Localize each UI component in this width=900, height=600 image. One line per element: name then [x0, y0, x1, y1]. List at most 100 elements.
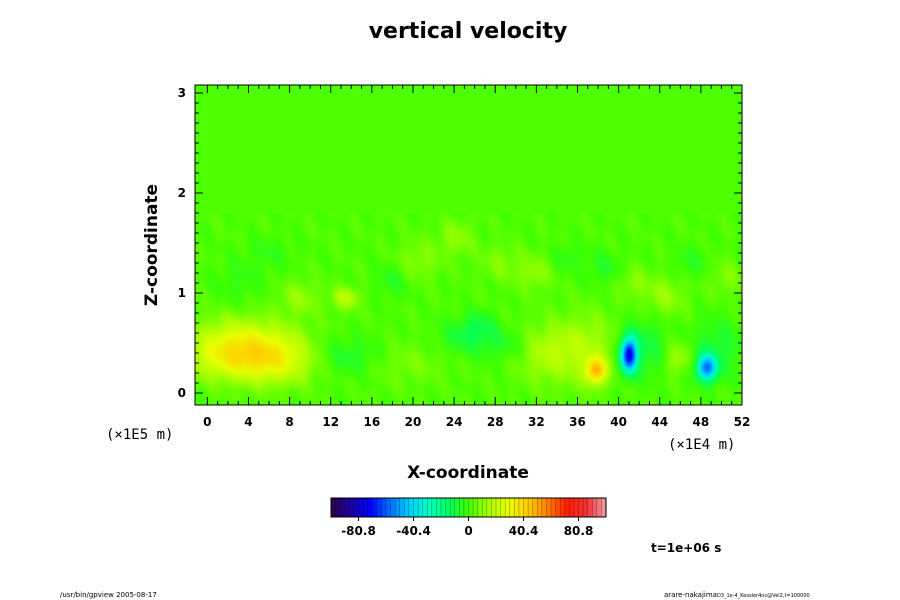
colorbar-cell	[404, 498, 410, 517]
colorbar-cell	[459, 498, 465, 517]
x-axis-ticks: 0 4 8 12 16 20 24 28 32 36 40 44 48 52	[203, 85, 750, 429]
colorbar-cell	[335, 498, 341, 517]
colorbar-tick-label: 80.8	[564, 524, 594, 538]
colorbar-cell	[441, 498, 447, 517]
colorbar-cell	[340, 498, 346, 517]
colorbar-cell	[482, 498, 488, 517]
colorbar-cell	[413, 498, 419, 517]
colorbar-cell	[372, 498, 378, 517]
colorbar-cell	[477, 498, 483, 517]
colorbar-cell	[349, 498, 355, 517]
colorbar-cell	[418, 498, 424, 517]
x-tick-label: 44	[651, 415, 668, 429]
colorbar-cell	[551, 498, 557, 517]
footer-right: arare-nakajimaD3_1e-4_Kessler4nc@Vel2,t=…	[664, 591, 810, 599]
time-annotation: t=1e+06 s	[651, 541, 721, 555]
x-tick-label: 40	[610, 415, 627, 429]
colorbar-tick-label: 40.4	[509, 524, 539, 538]
colorbar-cell	[331, 498, 337, 517]
colorbar-cell	[518, 498, 525, 517]
x-tick-label: 12	[322, 415, 339, 429]
y-tick-label: 1	[178, 286, 186, 300]
minor-ticks	[195, 85, 742, 405]
colorbar-cell	[505, 498, 511, 517]
chart-title: vertical velocity	[369, 19, 568, 44]
x-tick-label: 4	[244, 415, 252, 429]
x-tick-label: 24	[446, 415, 463, 429]
colorbar-cell	[546, 498, 552, 517]
colorbar-cell	[486, 498, 493, 517]
colorbar-cell	[468, 498, 474, 517]
x-axis-label: X-coordinate	[407, 463, 529, 483]
heatmap-area	[194, 84, 743, 406]
colorbar-cell	[523, 498, 529, 517]
y-tick-label: 2	[178, 186, 186, 200]
y-scale-label: (×1E5 m)	[106, 427, 173, 443]
colorbar-cell	[436, 498, 442, 517]
colorbar-cell	[587, 498, 593, 517]
colorbar-ticks: -80.8 -40.4 0 40.4 80.8	[341, 517, 593, 538]
colorbar-cell	[381, 498, 387, 517]
colorbar-cell	[395, 498, 401, 517]
colorbar-cell	[555, 498, 561, 517]
colorbar-cell	[569, 498, 575, 517]
colorbar-cell	[399, 498, 405, 517]
colorbar-cell	[454, 498, 460, 517]
colorbar-cell	[390, 498, 396, 517]
footer-right-main: arare-nakajima	[664, 591, 717, 599]
colorbar-cell	[422, 498, 428, 517]
colorbar-cell	[514, 498, 520, 517]
colorbar-cell	[601, 498, 607, 517]
y-tick-label: 3	[178, 86, 186, 100]
colorbar-cell	[358, 498, 364, 517]
colorbar-cell	[363, 498, 369, 517]
x-tick-label: 32	[528, 415, 545, 429]
colorbar-cell	[450, 498, 456, 517]
colorbar-tick-label: -80.8	[341, 524, 376, 538]
colorbar-cell	[431, 498, 438, 517]
x-tick-label: 0	[203, 415, 211, 429]
colorbar-cell	[541, 498, 548, 517]
colorbar-cell	[560, 498, 566, 517]
colorbar-cell	[573, 498, 580, 517]
y-axis-ticks: 0 1 2 3	[178, 86, 742, 400]
y-tick-label: 0	[178, 386, 186, 400]
x-tick-label: 52	[734, 415, 751, 429]
x-tick-label: 20	[405, 415, 422, 429]
colorbar-cell	[592, 498, 598, 517]
x-tick-label: 48	[693, 415, 710, 429]
colorbar-cells	[331, 498, 607, 517]
colorbar: -80.8 -40.4 0 40.4 80.8	[330, 497, 607, 538]
colorbar-cell	[596, 498, 603, 517]
colorbar-tick-label: -40.4	[396, 524, 431, 538]
colorbar-cell	[376, 498, 383, 517]
colorbar-cell	[500, 498, 506, 517]
colorbar-cell	[564, 498, 570, 517]
colorbar-cell	[463, 498, 470, 517]
x-scale-label: (×1E4 m)	[668, 437, 735, 453]
colorbar-cell	[473, 498, 479, 517]
colorbar-cell	[344, 498, 350, 517]
heatmap-image	[195, 85, 742, 405]
colorbar-cell	[578, 498, 584, 517]
y-axis-label: Z-coordinate	[142, 184, 162, 306]
plot-frame	[194, 84, 743, 406]
colorbar-cell	[532, 498, 538, 517]
colorbar-cell	[445, 498, 451, 517]
x-tick-label: 8	[285, 415, 293, 429]
footer-right-small: D3_1e-4_Kessler4nc@Vel2,t=100000	[717, 593, 810, 599]
colorbar-cell	[408, 498, 415, 517]
colorbar-cell	[583, 498, 589, 517]
colorbar-cell	[353, 498, 360, 517]
colorbar-cell	[386, 498, 392, 517]
colorbar-cell	[427, 498, 433, 517]
footer-left: /usr/bin/gpview 2005-08-17	[60, 591, 157, 599]
colorbar-tick-label: 0	[464, 524, 472, 538]
x-tick-label: 16	[363, 415, 380, 429]
colorbar-cell	[537, 498, 543, 517]
x-tick-label: 28	[487, 415, 504, 429]
colorbar-cell	[509, 498, 515, 517]
colorbar-cell	[528, 498, 534, 517]
colorbar-cell	[491, 498, 497, 517]
